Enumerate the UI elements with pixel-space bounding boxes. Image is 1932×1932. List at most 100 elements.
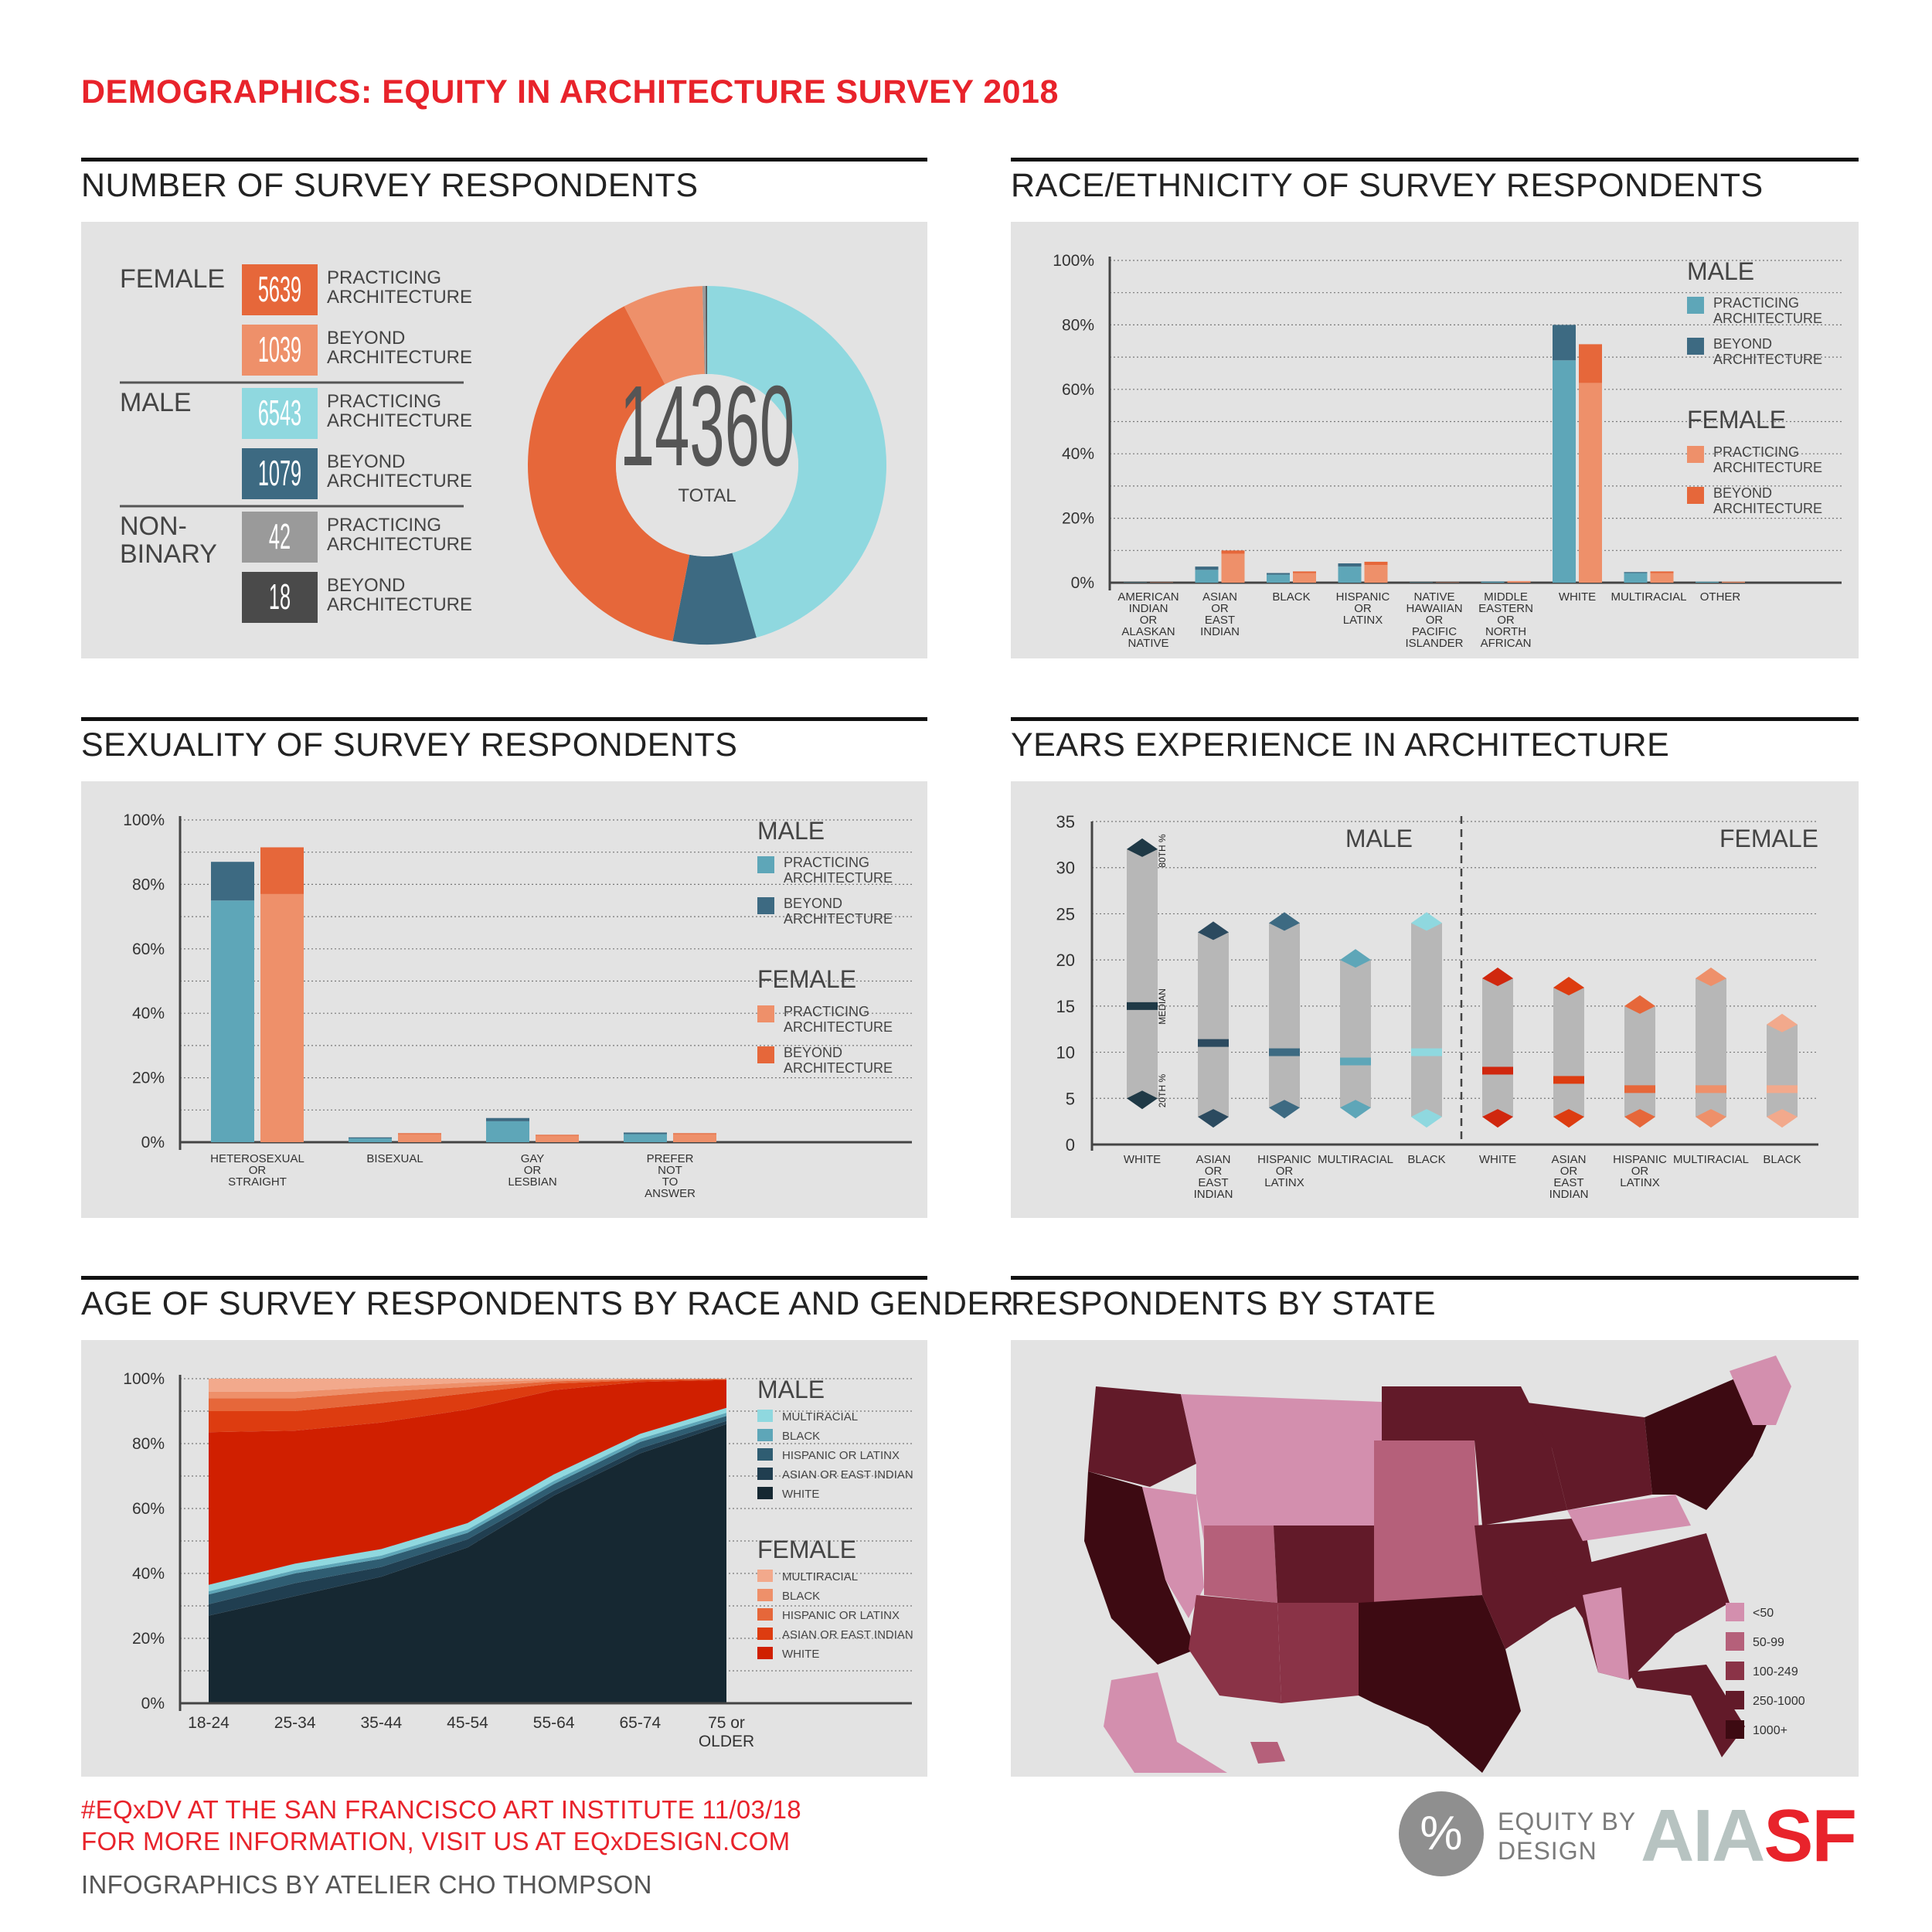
p80-marker bbox=[1127, 838, 1158, 857]
x-tick-label: EASTERN bbox=[1478, 602, 1533, 615]
group-label: MALE bbox=[120, 388, 192, 417]
bar-male-beyond bbox=[624, 1132, 667, 1134]
region-newmexico bbox=[1277, 1603, 1359, 1703]
legend-label: HISPANIC OR LATINX bbox=[782, 1609, 900, 1622]
x-tick-label: OLDER bbox=[699, 1733, 754, 1750]
legend-label: ARCHITECTURE bbox=[784, 911, 893, 927]
respondents-donut bbox=[528, 286, 886, 645]
count-swatch bbox=[242, 264, 318, 315]
count-value: 18 bbox=[269, 577, 291, 617]
sexuality-panel: 0% 20% 40% 60% 80% 100% HETEROSEXUAL OR STRAIGHT… bbox=[81, 781, 927, 1218]
x-tick-label: STRAIGHT bbox=[228, 1175, 287, 1189]
bar-male-practicing bbox=[1553, 360, 1576, 583]
age-chart: 0% 20% 40% 60% 80% 100% 18-24 25-34 35-44 45-54 55… bbox=[123, 1370, 913, 1750]
p80-marker bbox=[1553, 976, 1584, 995]
median-marker bbox=[1696, 1085, 1726, 1094]
count-label: ARCHITECTURE bbox=[327, 534, 472, 555]
count-label: BEYOND bbox=[327, 328, 405, 349]
group-heading-female: FEMALE bbox=[1719, 825, 1818, 852]
p20-marker bbox=[1696, 1109, 1726, 1128]
x-tick-label: NATIVE bbox=[1413, 590, 1454, 604]
legend-swatch bbox=[1726, 1691, 1744, 1709]
y-tick-label: 60% bbox=[132, 1500, 165, 1518]
region-northwest bbox=[1088, 1386, 1196, 1487]
respondents-title: NUMBER OF SURVEY RESPONDENTS bbox=[81, 167, 699, 204]
donut-slice bbox=[528, 306, 690, 641]
x-tick-label: MIDDLE bbox=[1484, 590, 1528, 604]
x-tick-label: 25-34 bbox=[274, 1714, 316, 1732]
legend-label: BEYOND bbox=[1713, 336, 1772, 352]
area-series bbox=[209, 1379, 726, 1399]
footer-link[interactable]: FOR MORE INFORMATION, VISIT US AT EQxDES… bbox=[81, 1827, 791, 1855]
x-tick-label: EAST bbox=[1198, 1176, 1228, 1189]
aia-text: AIA bbox=[1641, 1794, 1765, 1877]
bar-female-practicing bbox=[398, 1134, 441, 1142]
bar-female-beyond bbox=[1293, 571, 1316, 573]
x-tick-label: OR bbox=[1211, 602, 1229, 615]
region-florida bbox=[1629, 1665, 1745, 1757]
x-tick-label: 55-64 bbox=[533, 1714, 575, 1732]
region-california bbox=[1084, 1471, 1196, 1665]
x-tick-label: MULTIRACIAL bbox=[1611, 590, 1686, 604]
legend-swatch bbox=[1726, 1632, 1744, 1651]
bar-female-beyond bbox=[260, 847, 304, 894]
y-tick-label: 0% bbox=[141, 1134, 165, 1151]
legend-swatch bbox=[757, 1589, 773, 1601]
area-series bbox=[209, 1379, 726, 1392]
legend-swatch bbox=[1726, 1603, 1744, 1621]
p20-marker bbox=[1553, 1109, 1584, 1128]
x-tick-label: 45-54 bbox=[447, 1714, 488, 1732]
p20-marker bbox=[1198, 1109, 1229, 1128]
bar-female-practicing bbox=[1221, 553, 1245, 583]
bar-male-beyond bbox=[1553, 325, 1576, 361]
x-tick-label: PREFER bbox=[647, 1152, 694, 1165]
p20-marker bbox=[1340, 1100, 1371, 1119]
legend-label: 1000+ bbox=[1753, 1724, 1787, 1737]
race-title: RACE/ETHNICITY OF SURVEY RESPONDENTS bbox=[1011, 167, 1764, 204]
region-new-england bbox=[1730, 1355, 1791, 1425]
state-panel: <50 50-99 100-249 250-1000 1000+ bbox=[1011, 1340, 1859, 1777]
legend-label: PRACTICING bbox=[1713, 444, 1799, 460]
count-label: PRACTICING bbox=[327, 391, 441, 412]
legend-label: 50-99 bbox=[1753, 1636, 1784, 1649]
legend-swatch bbox=[1687, 338, 1704, 355]
count-label: ARCHITECTURE bbox=[327, 410, 472, 431]
p80-label: 80TH % bbox=[1157, 834, 1168, 868]
x-tick-label: EAST bbox=[1553, 1176, 1583, 1189]
area-series bbox=[209, 1379, 726, 1411]
p80-marker bbox=[1696, 968, 1726, 987]
legend-swatch bbox=[757, 1046, 774, 1063]
y-tick-label: 100% bbox=[123, 1370, 165, 1388]
state-map: <50 50-99 100-249 250-1000 1000+ bbox=[1084, 1355, 1805, 1773]
section-rule bbox=[1011, 158, 1859, 162]
count-swatch bbox=[242, 512, 318, 563]
equity-logo-icon: % bbox=[1399, 1791, 1484, 1876]
y-tick-label: 40% bbox=[132, 1565, 165, 1583]
median-marker bbox=[1482, 1066, 1513, 1075]
bar-female-beyond bbox=[536, 1134, 579, 1136]
legend-label: 250-1000 bbox=[1753, 1695, 1805, 1708]
legend-label: HISPANIC OR LATINX bbox=[782, 1449, 900, 1462]
median-marker bbox=[1269, 1048, 1300, 1056]
y-tick-label: 80% bbox=[132, 1435, 165, 1453]
bar-female-beyond bbox=[398, 1133, 441, 1134]
legend-swatch bbox=[757, 1410, 773, 1422]
count-label: PRACTICING bbox=[327, 515, 441, 536]
legend-label: ASIAN OR EAST INDIAN bbox=[782, 1628, 913, 1641]
region-lakes bbox=[1521, 1402, 1652, 1510]
x-tick-label: HISPANIC bbox=[1613, 1153, 1667, 1166]
legend-label: BLACK bbox=[782, 1430, 820, 1443]
legend-label: BEYOND bbox=[784, 896, 842, 911]
footer-event: #EQxDV AT THE SAN FRANCISCO ART INSTITUT… bbox=[81, 1795, 801, 1824]
section-rule bbox=[81, 717, 927, 721]
x-tick-label: NATIVE bbox=[1128, 637, 1168, 650]
region-mississippi bbox=[1583, 1587, 1629, 1680]
x-tick-label: ASIAN bbox=[1551, 1153, 1586, 1166]
p80-marker bbox=[1482, 968, 1513, 987]
y-tick-label: 20% bbox=[1062, 510, 1094, 528]
state-title: RESPONDENTS BY STATE bbox=[1011, 1285, 1436, 1322]
donut-slice bbox=[672, 553, 757, 645]
footer-credit: INFOGRAPHICS BY ATELIER CHO THOMPSON bbox=[81, 1870, 652, 1899]
y-tick-label: 0 bbox=[1066, 1135, 1075, 1155]
median-marker bbox=[1411, 1048, 1442, 1056]
